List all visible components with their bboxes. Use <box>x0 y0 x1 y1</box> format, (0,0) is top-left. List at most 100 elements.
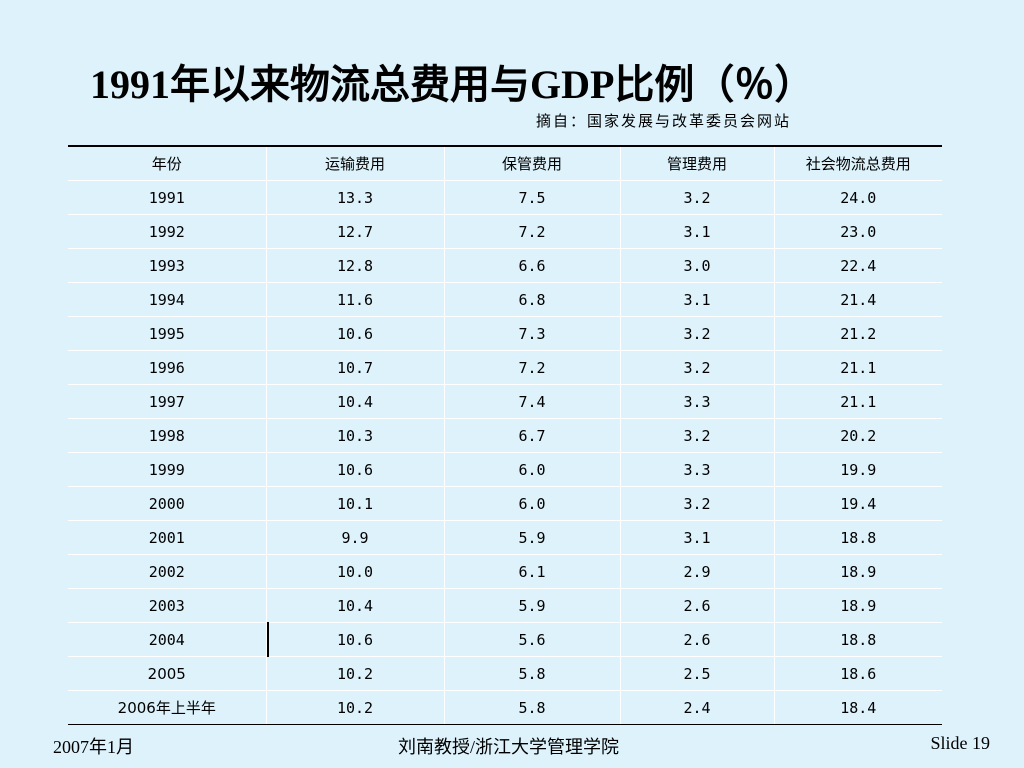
transport-cell: 9.9 <box>265 520 444 555</box>
transport-cell: 13.3 <box>265 180 444 215</box>
total-cell: 21.1 <box>773 350 942 385</box>
storage-cell: 7.4 <box>443 384 620 419</box>
total-cell: 21.4 <box>773 282 942 317</box>
storage-cell: 7.2 <box>443 214 620 249</box>
storage-cell: 5.6 <box>443 622 620 657</box>
table-row: 1992 12.7 7.2 3.1 23.0 <box>68 214 942 249</box>
transport-cell: 10.2 <box>265 690 444 725</box>
total-cell: 19.4 <box>773 486 942 521</box>
transport-cell: 10.7 <box>265 350 444 385</box>
transport-cell: 12.7 <box>265 214 444 249</box>
transport-cell: 10.4 <box>265 384 444 419</box>
year-cell: 1997 <box>68 384 266 419</box>
table-row: 2005 10.2 5.8 2.5 18.6 <box>68 656 942 691</box>
transport-cell: 10.6 <box>265 316 444 351</box>
storage-cell: 6.7 <box>443 418 620 453</box>
year-cell: 1998 <box>68 418 266 453</box>
year-cell: 2000 <box>68 486 266 521</box>
footer-slide-number: Slide 19 <box>930 733 990 753</box>
storage-cell: 7.3 <box>443 316 620 351</box>
header-total-logistics-cost: 社会物流总费用 <box>773 145 942 181</box>
table-row: 2001 9.9 5.9 3.1 18.8 <box>68 520 942 555</box>
storage-cell: 6.0 <box>443 486 620 521</box>
total-cell: 18.8 <box>773 622 942 657</box>
year-cell: 2002 <box>68 554 266 589</box>
header-year: 年份 <box>68 145 266 181</box>
management-cell: 2.4 <box>619 690 774 725</box>
transport-cell: 10.1 <box>265 486 444 521</box>
year-cell: 2001 <box>68 520 266 555</box>
transport-cell: 11.6 <box>265 282 444 317</box>
year-cell: 1995 <box>68 316 266 351</box>
table-row: 2000 10.1 6.0 3.2 19.4 <box>68 486 942 521</box>
storage-cell: 6.8 <box>443 282 620 317</box>
footer-author: 刘南教授/浙江大学管理学院 <box>398 737 619 757</box>
total-cell: 18.8 <box>773 520 942 555</box>
storage-cell: 6.0 <box>443 452 620 487</box>
management-cell: 3.2 <box>619 486 774 521</box>
storage-cell: 7.5 <box>443 180 620 215</box>
year-cell: 2004 <box>68 622 266 657</box>
management-cell: 2.6 <box>619 622 774 657</box>
total-cell: 21.1 <box>773 384 942 419</box>
header-storage-cost: 保管费用 <box>443 145 620 181</box>
year-cell: 1996 <box>68 350 266 385</box>
total-cell: 23.0 <box>773 214 942 249</box>
transport-cell: 10.6 <box>265 622 444 657</box>
logistics-cost-table: 年份 运输费用 保管费用 管理费用 社会物流总费用 1991 13.3 7.5 … <box>68 145 942 725</box>
storage-cell: 6.1 <box>443 554 620 589</box>
year-cell: 2003 <box>68 588 266 623</box>
header-transport-cost: 运输费用 <box>265 145 444 181</box>
management-cell: 3.1 <box>619 214 774 249</box>
management-cell: 3.3 <box>619 452 774 487</box>
total-cell: 20.2 <box>773 418 942 453</box>
storage-cell: 5.8 <box>443 656 620 691</box>
total-cell: 22.4 <box>773 248 942 283</box>
management-cell: 3.1 <box>619 520 774 555</box>
management-cell: 3.2 <box>619 350 774 385</box>
transport-cell: 10.2 <box>265 656 444 691</box>
total-cell: 18.4 <box>773 690 942 725</box>
transport-cell: 10.0 <box>265 554 444 589</box>
transport-cell: 10.6 <box>265 452 444 487</box>
year-cell: 2005 <box>68 656 266 691</box>
year-cell: 1992 <box>68 214 266 249</box>
storage-cell: 6.6 <box>443 248 620 283</box>
total-cell: 18.9 <box>773 588 942 623</box>
table-row: 1993 12.8 6.6 3.0 22.4 <box>68 248 942 283</box>
table-row: 1997 10.4 7.4 3.3 21.1 <box>68 384 942 419</box>
table-header-row: 年份 运输费用 保管费用 管理费用 社会物流总费用 <box>68 145 942 181</box>
table-row: 2002 10.0 6.1 2.9 18.9 <box>68 554 942 589</box>
transport-cell: 10.3 <box>265 418 444 453</box>
total-cell: 18.9 <box>773 554 942 589</box>
year-cell: 2006年上半年 <box>68 690 266 725</box>
management-cell: 2.9 <box>619 554 774 589</box>
storage-cell: 5.9 <box>443 520 620 555</box>
management-cell: 3.0 <box>619 248 774 283</box>
management-cell: 2.5 <box>619 656 774 691</box>
management-cell: 3.2 <box>619 180 774 215</box>
year-cell: 1991 <box>68 180 266 215</box>
total-cell: 18.6 <box>773 656 942 691</box>
year-cell: 1999 <box>68 452 266 487</box>
year-cell: 1994 <box>68 282 266 317</box>
transport-cell: 12.8 <box>265 248 444 283</box>
storage-cell: 7.2 <box>443 350 620 385</box>
table-row: 1994 11.6 6.8 3.1 21.4 <box>68 282 942 317</box>
table-row: 1998 10.3 6.7 3.2 20.2 <box>68 418 942 453</box>
management-cell: 3.3 <box>619 384 774 419</box>
table-row: 2003 10.4 5.9 2.6 18.9 <box>68 588 942 623</box>
management-cell: 3.2 <box>619 418 774 453</box>
management-cell: 3.1 <box>619 282 774 317</box>
table-row: 2006年上半年 10.2 5.8 2.4 18.4 <box>68 690 942 725</box>
footer-date: 2007年1月 <box>53 737 134 757</box>
source-note: 摘自：国家发展与改革委员会网站 <box>536 112 792 130</box>
slide-title: 1991年以来物流总费用与GDP比例（％） <box>90 62 815 107</box>
management-cell: 2.6 <box>619 588 774 623</box>
table-row: 1999 10.6 6.0 3.3 19.9 <box>68 452 942 487</box>
table-row: 2004 10.6 5.6 2.6 18.8 <box>68 622 942 657</box>
total-cell: 21.2 <box>773 316 942 351</box>
management-cell: 3.2 <box>619 316 774 351</box>
storage-cell: 5.8 <box>443 690 620 725</box>
table-vertical-mark <box>267 622 269 657</box>
